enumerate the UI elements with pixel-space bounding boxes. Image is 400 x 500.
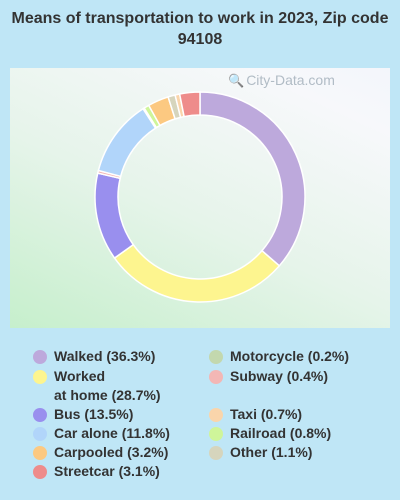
- watermark-text: City-Data.com: [246, 72, 335, 88]
- legend-swatch: [209, 370, 223, 384]
- legend-swatch: [33, 465, 47, 479]
- legend-item-right-0: Motorcycle (0.2%): [209, 347, 349, 366]
- legend-item-right-4: Other (1.1%): [209, 443, 312, 462]
- legend-item-left-3: Car alone (11.8%): [33, 424, 170, 443]
- magnifier-icon: 🔍: [228, 73, 245, 88]
- legend-item-left-4: Carpooled (3.2%): [33, 443, 168, 462]
- legend-swatch: [209, 350, 223, 364]
- legend-item-left-0: Walked (36.3%): [33, 347, 155, 366]
- donut-slice-4: [97, 107, 157, 178]
- watermark: 🔍 City-Data.com: [228, 72, 335, 89]
- legend-label: Subway (0.4%): [230, 368, 329, 384]
- donut-slice-2: [94, 172, 135, 260]
- legend-label: Railroad (0.8%): [230, 425, 332, 441]
- legend-swatch: [209, 408, 223, 422]
- legend-swatch: [33, 408, 47, 422]
- legend-item-right-1: Subway (0.4%): [209, 367, 328, 386]
- legend-swatch: [33, 427, 47, 441]
- legend-swatch: [33, 350, 47, 364]
- donut-slice-10: [178, 91, 201, 118]
- legend-label: Worked at home (28.7%): [54, 368, 161, 403]
- legend-label: Other (1.1%): [230, 444, 313, 460]
- legend-item-left-5: Streetcar (3.1%): [33, 462, 160, 481]
- legend-swatch: [33, 370, 47, 384]
- legend-item-right-2: Taxi (0.7%): [209, 405, 302, 424]
- chart-title-text: Means of transportation to work in 2023,…: [11, 10, 389, 48]
- legend-label: Motorcycle (0.2%): [230, 348, 350, 364]
- legend-label: Taxi (0.7%): [230, 406, 303, 422]
- chart-title: Means of transportation to work in 2023,…: [0, 8, 400, 50]
- legend-item-left-2: Bus (13.5%): [33, 405, 133, 424]
- legend-swatch: [209, 427, 223, 441]
- legend-item-right-3: Railroad (0.8%): [209, 424, 331, 443]
- legend-swatch: [209, 446, 223, 460]
- donut-slice-1: [113, 243, 281, 303]
- legend-swatch: [33, 446, 47, 460]
- legend-label: Carpooled (3.2%): [54, 444, 169, 460]
- legend-label: Walked (36.3%): [54, 348, 156, 364]
- legend-label: Bus (13.5%): [54, 406, 134, 422]
- legend-item-left-1: Worked at home (28.7%): [33, 367, 161, 405]
- legend-label: Car alone (11.8%): [54, 425, 170, 441]
- donut-slice-0: [199, 91, 306, 267]
- legend-label: Streetcar (3.1%): [54, 463, 160, 479]
